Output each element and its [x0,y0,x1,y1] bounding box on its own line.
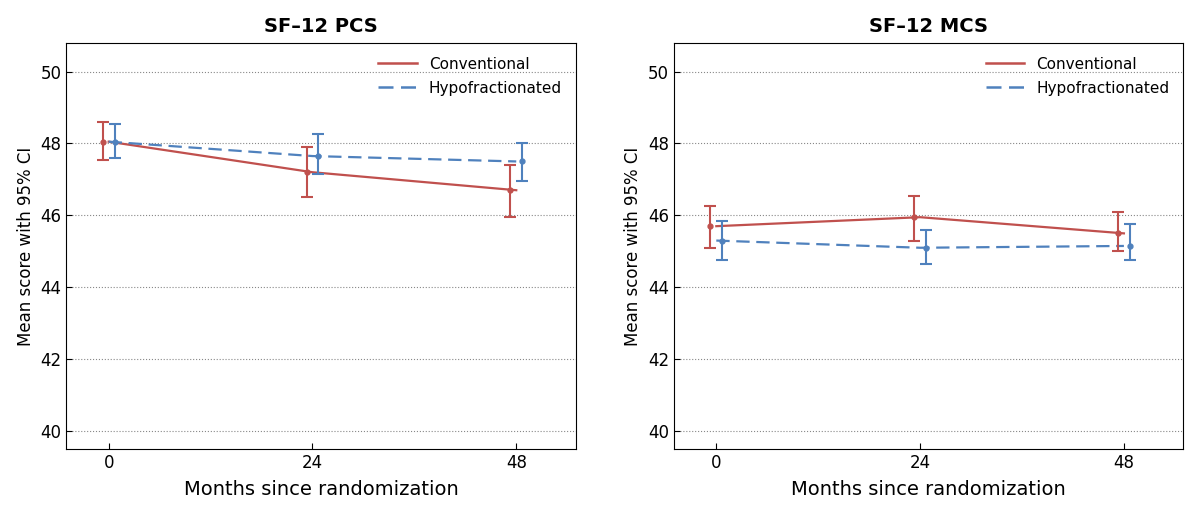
Legend: Conventional, Hypofractionated: Conventional, Hypofractionated [980,51,1176,102]
X-axis label: Months since randomization: Months since randomization [184,480,458,499]
Legend: Conventional, Hypofractionated: Conventional, Hypofractionated [372,51,568,102]
X-axis label: Months since randomization: Months since randomization [791,480,1066,499]
Y-axis label: Mean score with 95% CI: Mean score with 95% CI [17,147,35,346]
Y-axis label: Mean score with 95% CI: Mean score with 95% CI [624,147,642,346]
Title: SF–12 MCS: SF–12 MCS [869,17,988,36]
Title: SF–12 PCS: SF–12 PCS [264,17,378,36]
